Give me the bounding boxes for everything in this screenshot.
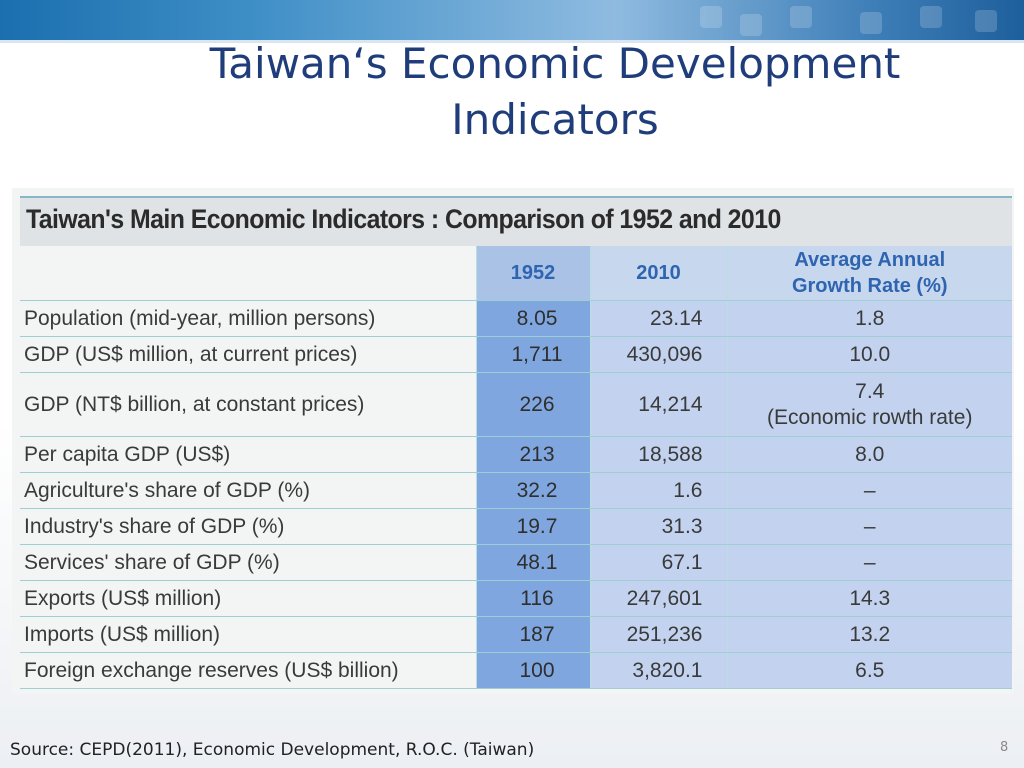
table-header-row: 1952 2010 Average Annual Growth Rate (%) [20, 246, 1012, 301]
indicators-table: 1952 2010 Average Annual Growth Rate (%)… [20, 246, 1012, 689]
row-label: Foreign exchange reserves (US$ billion) [20, 652, 476, 689]
slide-title: Taiwan‘s Economic Development Indicators [0, 36, 1024, 148]
header-growth-rate: Average Annual Growth Rate (%) [726, 246, 1012, 301]
slide-title-line-2: Indicators [451, 95, 659, 144]
value-1952: 116 [475, 580, 590, 617]
value-1952: 226 [475, 372, 590, 437]
growth-rate: – [726, 472, 1012, 509]
row-label: Services' share of GDP (%) [20, 544, 476, 581]
value-2010: 430,096 [589, 336, 727, 373]
table-heading: Taiwan's Main Economic Indicators : Comp… [20, 196, 1012, 246]
value-2010: 3,820.1 [589, 652, 727, 689]
growth-rate: 13.2 [726, 616, 1012, 653]
value-2010: 14,214 [589, 372, 727, 437]
value-2010: 251,236 [589, 616, 727, 653]
table-row: Industry's share of GDP (%) 19.7 31.3 – [20, 508, 1012, 545]
growth-rate: 10.0 [726, 336, 1012, 373]
growth-rate: – [726, 544, 1012, 581]
value-1952: 100 [475, 652, 590, 689]
value-2010: 67.1 [589, 544, 727, 581]
value-1952: 32.2 [475, 472, 590, 509]
value-1952: 187 [475, 616, 590, 653]
value-1952: 8.05 [475, 300, 590, 337]
header-2010: 2010 [589, 246, 727, 301]
table-row: Per capita GDP (US$) 213 18,588 8.0 [20, 436, 1012, 473]
header-growth-rate-line-1: Average Annual [794, 249, 946, 271]
banner-tile [700, 6, 722, 28]
table-row: Agriculture's share of GDP (%) 32.2 1.6 … [20, 472, 1012, 509]
header-1952: 1952 [475, 246, 590, 301]
growth-rate: 14.3 [726, 580, 1012, 617]
value-1952: 19.7 [475, 508, 590, 545]
row-label: Population (mid-year, million persons) [20, 300, 476, 337]
table-row: Exports (US$ million) 116 247,601 14.3 [20, 580, 1012, 617]
growth-rate: – [726, 508, 1012, 545]
banner-tile [790, 6, 812, 28]
table-heading-text: Taiwan's Main Economic Indicators : Comp… [26, 204, 781, 234]
value-2010: 1.6 [589, 472, 727, 509]
growth-rate-note: (Economic rowth rate) [767, 405, 973, 429]
banner-tile [860, 12, 882, 34]
value-2010: 23.14 [589, 300, 727, 337]
value-1952: 213 [475, 436, 590, 473]
value-2010: 18,588 [589, 436, 727, 473]
table-row: GDP (NT$ billion, at constant prices) 22… [20, 372, 1012, 437]
growth-rate: 7.4 [855, 379, 885, 403]
header-growth-rate-line-2: Growth Rate (%) [791, 275, 948, 297]
growth-rate: 1.8 [726, 300, 1012, 337]
value-1952: 1,711 [475, 336, 590, 373]
row-label: Exports (US$ million) [20, 580, 476, 617]
row-label: GDP (NT$ billion, at constant prices) [20, 372, 476, 437]
table-row: Population (mid-year, million persons) 8… [20, 300, 1012, 337]
row-label: Per capita GDP (US$) [20, 436, 476, 473]
value-2010: 247,601 [589, 580, 727, 617]
growth-rate: 6.5 [726, 652, 1012, 689]
table-row: GDP (US$ million, at current prices) 1,7… [20, 336, 1012, 373]
row-label: Industry's share of GDP (%) [20, 508, 476, 545]
top-banner [0, 0, 1024, 40]
value-2010: 31.3 [589, 508, 727, 545]
banner-tile [920, 6, 942, 28]
page-number: 8 [1000, 740, 1009, 755]
growth-rate-cell: 7.4 (Economic rowth rate) [726, 372, 1012, 437]
banner-tile [740, 14, 762, 36]
table-row: Services' share of GDP (%) 48.1 67.1 – [20, 544, 1012, 581]
source-citation: Source: CEPD(2011), Economic Development… [10, 740, 535, 760]
header-label-cell [20, 246, 476, 301]
value-1952: 48.1 [475, 544, 590, 581]
table-row: Foreign exchange reserves (US$ billion) … [20, 652, 1012, 689]
growth-rate: 8.0 [726, 436, 1012, 473]
row-label: Agriculture's share of GDP (%) [20, 472, 476, 509]
banner-tile [975, 10, 997, 32]
slide-title-line-1: Taiwan‘s Economic Development [209, 39, 901, 88]
row-label: GDP (US$ million, at current prices) [20, 336, 476, 373]
row-label: Imports (US$ million) [20, 616, 476, 653]
table-row: Imports (US$ million) 187 251,236 13.2 [20, 616, 1012, 653]
banner-divider [0, 40, 1024, 43]
